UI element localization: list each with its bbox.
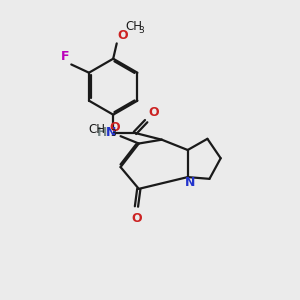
- Text: O: O: [148, 106, 159, 119]
- Text: 3: 3: [138, 26, 144, 34]
- Text: O: O: [131, 212, 142, 225]
- Text: F: F: [61, 50, 69, 63]
- Text: CH: CH: [88, 123, 105, 136]
- Text: O: O: [117, 29, 128, 42]
- Text: CH: CH: [126, 20, 142, 33]
- Text: H: H: [97, 126, 107, 140]
- Text: N: N: [185, 176, 195, 189]
- Text: 3: 3: [110, 129, 116, 138]
- Text: O: O: [109, 122, 120, 134]
- Text: N: N: [106, 126, 116, 140]
